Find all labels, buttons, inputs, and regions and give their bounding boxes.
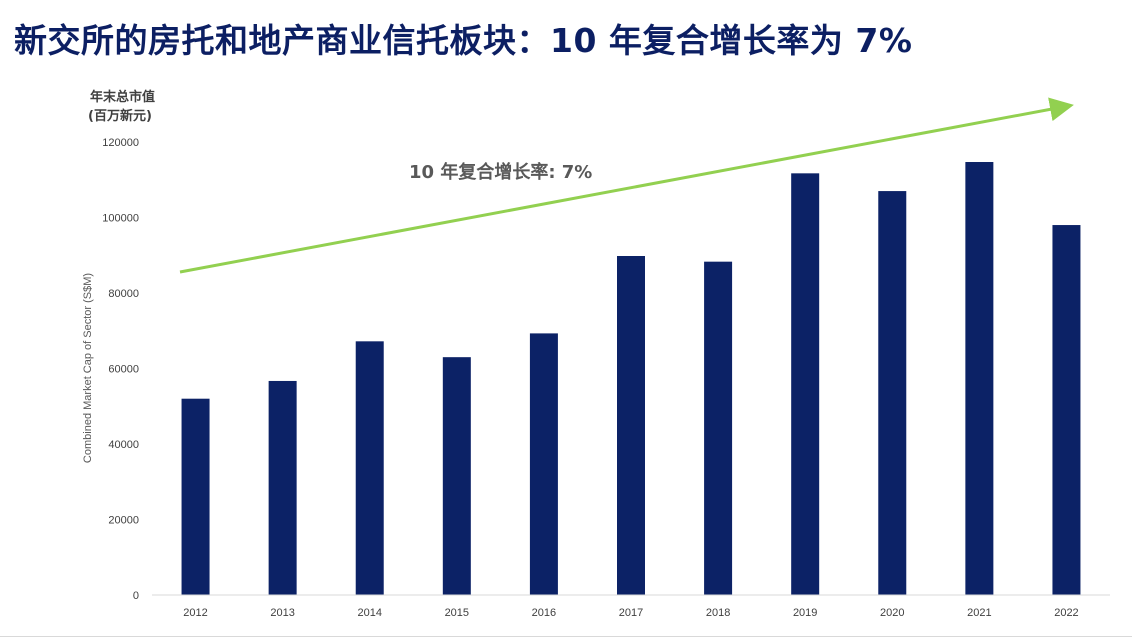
trend-annotation: 10 年复合增长率: 7%: [409, 161, 592, 183]
x-tick-label: 2022: [1054, 607, 1078, 619]
x-tick-label: 2013: [270, 607, 294, 619]
y-axis-title: Combined Market Cap of Sector (S$M): [82, 273, 94, 463]
bar-2013: [268, 380, 297, 595]
bar-2014: [355, 341, 384, 595]
bar-2015: [442, 357, 471, 595]
x-tick-label: 2017: [619, 607, 643, 619]
slide-title: 新交所的房托和地产商业信托板块：10 年复合增长率为 7%: [14, 21, 913, 60]
bar-2022: [1052, 225, 1081, 596]
x-tick-label: 2014: [357, 607, 381, 619]
y-tick-label: 60000: [108, 364, 139, 376]
bar-2020: [878, 191, 907, 595]
bar-2017: [617, 256, 645, 595]
x-tick-label: 2012: [183, 607, 207, 619]
unit-label-line1: 年末总市值: [90, 89, 155, 105]
x-tick-label: 2019: [793, 607, 817, 619]
y-tick-label: 100000: [102, 213, 139, 225]
unit-label-line2: (百万新元): [88, 108, 152, 124]
x-tick-label: 2015: [445, 607, 469, 619]
y-tick-label: 20000: [108, 515, 139, 527]
bottom-divider: [0, 636, 1132, 637]
x-tick-label: 2020: [880, 607, 904, 619]
bar-2012: [181, 398, 210, 595]
bar-2019: [791, 173, 820, 595]
y-tick-label: 40000: [108, 439, 139, 451]
y-axis-ticks: 0 20000 40000 60000 80000 100000 120000: [102, 137, 139, 602]
bar-2016: [529, 333, 558, 595]
y-tick-label: 80000: [108, 288, 139, 300]
x-tick-label: 2021: [967, 607, 991, 619]
bar-2018: [704, 261, 733, 595]
y-tick-label: 0: [133, 590, 139, 602]
trend-arrow: [179, 97, 1074, 274]
bars: [181, 162, 1081, 596]
bar-2021: [965, 162, 994, 595]
y-tick-label: 120000: [102, 137, 139, 149]
x-tick-label: 2016: [532, 607, 556, 619]
x-axis-ticks: 2012 2013 2014 2015 2016 2017 2018 2019 2020 2021…: [183, 607, 1078, 619]
x-tick-label: 2018: [706, 607, 730, 619]
